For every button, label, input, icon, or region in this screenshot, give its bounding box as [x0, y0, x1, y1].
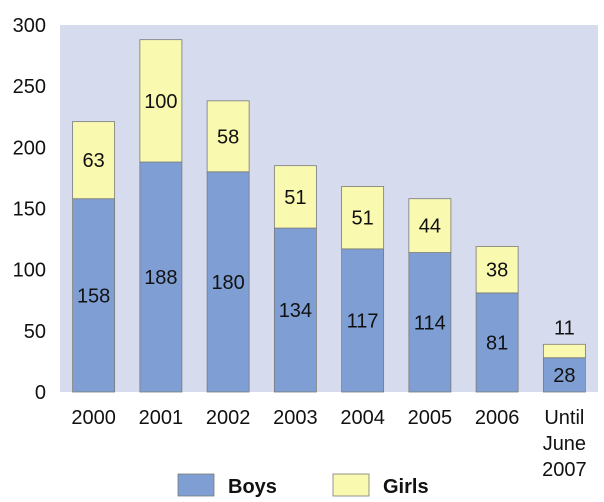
legend-swatch-boys	[177, 473, 215, 497]
bar-boys-2	[206, 171, 250, 393]
x-tick-label: 2001	[139, 407, 184, 429]
bar-boys-6	[475, 292, 519, 393]
data-label-boys-7: 28	[553, 365, 575, 387]
legend-swatch-girls	[332, 473, 370, 497]
legend-label-girls: Girls	[383, 476, 429, 498]
y-axis-tick-labels: 0 50 100 150 200 250 300	[13, 15, 46, 404]
y-tick-label: 0	[35, 382, 46, 404]
bar-girls-2	[206, 100, 250, 173]
y-tick-label: 250	[13, 76, 46, 98]
bar-boys-0	[72, 198, 116, 393]
data-label-boys-4: 117	[347, 310, 379, 332]
x-tick-label: 2002	[206, 407, 251, 429]
data-label-boys-5: 114	[414, 312, 446, 334]
bar-girls-3	[273, 165, 317, 229]
x-tick-label: 2000	[71, 407, 116, 429]
y-tick-label: 300	[13, 15, 46, 37]
data-label-girls-7: 11	[554, 317, 575, 339]
bar-girls-7	[542, 343, 586, 359]
y-tick-label: 200	[13, 137, 46, 159]
bar-girls-0	[72, 121, 116, 200]
bar-boys-7	[542, 357, 586, 393]
data-label-boys-1: 188	[144, 267, 177, 289]
data-label-boys-2: 180	[211, 272, 244, 294]
data-label-boys-0: 158	[77, 285, 110, 307]
bar-girls-4	[341, 186, 385, 250]
bar-girls-5	[408, 198, 452, 253]
data-label-boys-6: 81	[486, 332, 508, 354]
data-label-girls-5: 44	[419, 216, 441, 238]
bar-boys-3	[273, 227, 317, 393]
bar-boys-1	[139, 161, 183, 393]
data-label-girls-0: 63	[83, 150, 105, 172]
bar-girls-1	[139, 39, 183, 163]
legend: Boys Girls	[177, 473, 429, 498]
x-tick-label: 2004	[340, 407, 385, 429]
bar-boys-4	[341, 248, 385, 393]
x-tick-label: 2005	[408, 407, 453, 429]
y-tick-label: 50	[24, 321, 46, 343]
data-label-girls-2: 58	[217, 126, 239, 148]
data-label-girls-6: 38	[486, 260, 508, 282]
bar-girls-6	[475, 246, 519, 294]
x-axis-tick-labels: 2000 2001 2002 2003 2004 2005 2006 Until June 200…	[71, 407, 586, 481]
legend-label-boys: Boys	[228, 476, 277, 498]
x-tick-label: 2003	[273, 407, 318, 429]
bar-boys-5	[408, 252, 452, 393]
x-tick-label: 2006	[475, 407, 520, 429]
data-label-boys-3: 134	[279, 300, 312, 322]
y-tick-label: 100	[13, 260, 46, 282]
data-label-girls-3: 51	[284, 187, 306, 209]
data-labels: 158 63 188 100 180 58 134 51 117 51 114 44 81 38 28 11	[77, 91, 576, 387]
x-tick-label: Until June 2007	[542, 407, 587, 481]
data-label-girls-4: 51	[352, 208, 374, 230]
y-tick-label: 150	[13, 199, 46, 221]
bars	[72, 39, 586, 393]
data-label-girls-1: 100	[144, 91, 177, 113]
